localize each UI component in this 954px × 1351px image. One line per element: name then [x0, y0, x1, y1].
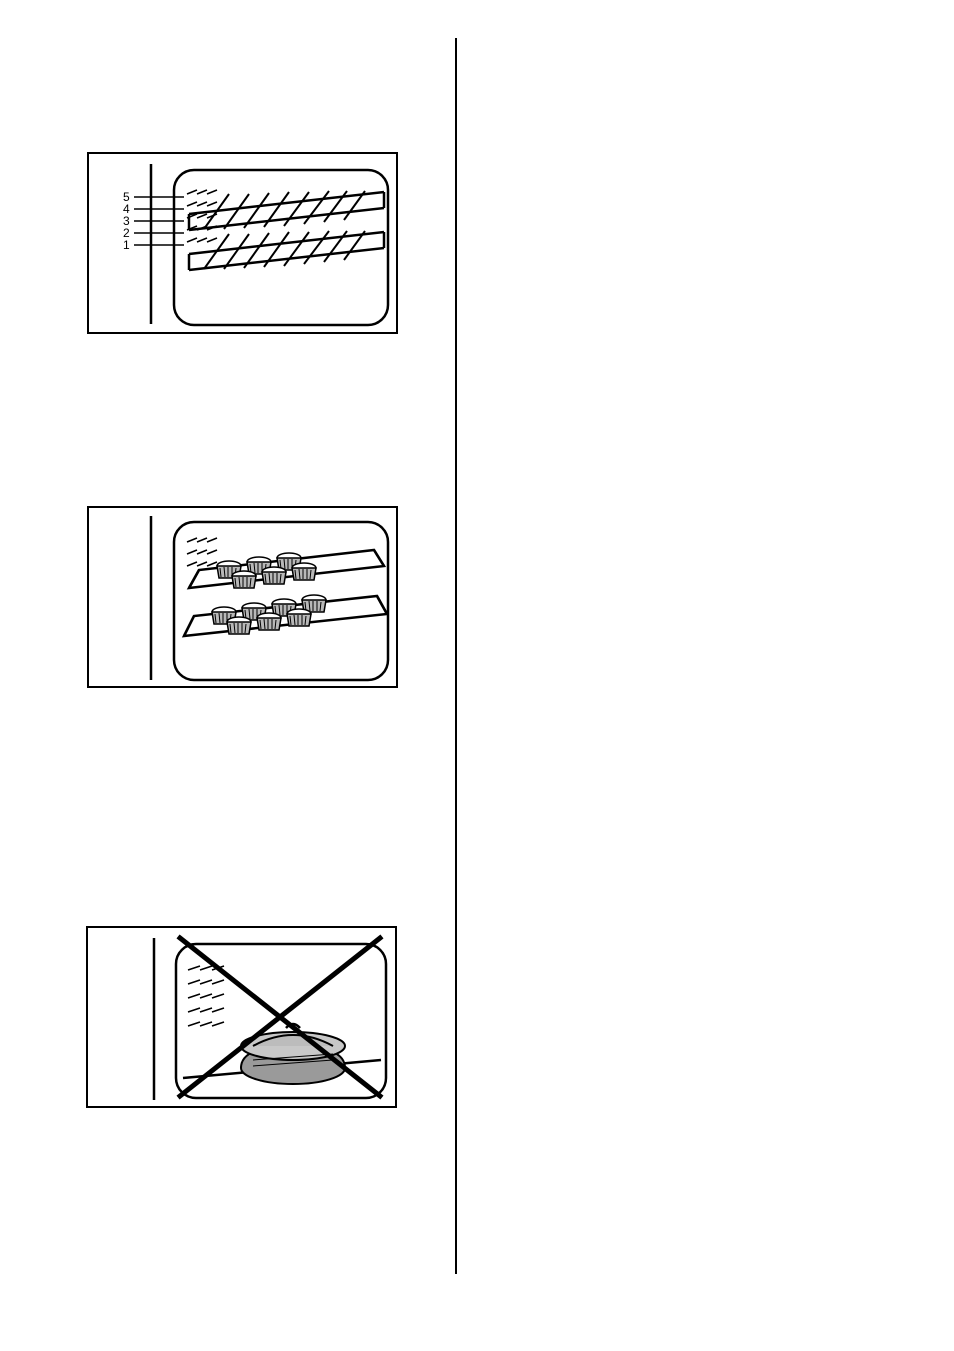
oven-two-trays-figure: [87, 506, 398, 688]
do-not-place-on-base-figure: [86, 926, 397, 1108]
cupcakes-lower: [212, 595, 326, 634]
page-root: 5 4 3 2 1: [0, 0, 954, 1351]
oven-shelf-positions-figure: 5 4 3 2 1: [87, 152, 398, 334]
shelf-number-1: 1: [123, 238, 130, 252]
column-divider: [455, 38, 457, 1274]
